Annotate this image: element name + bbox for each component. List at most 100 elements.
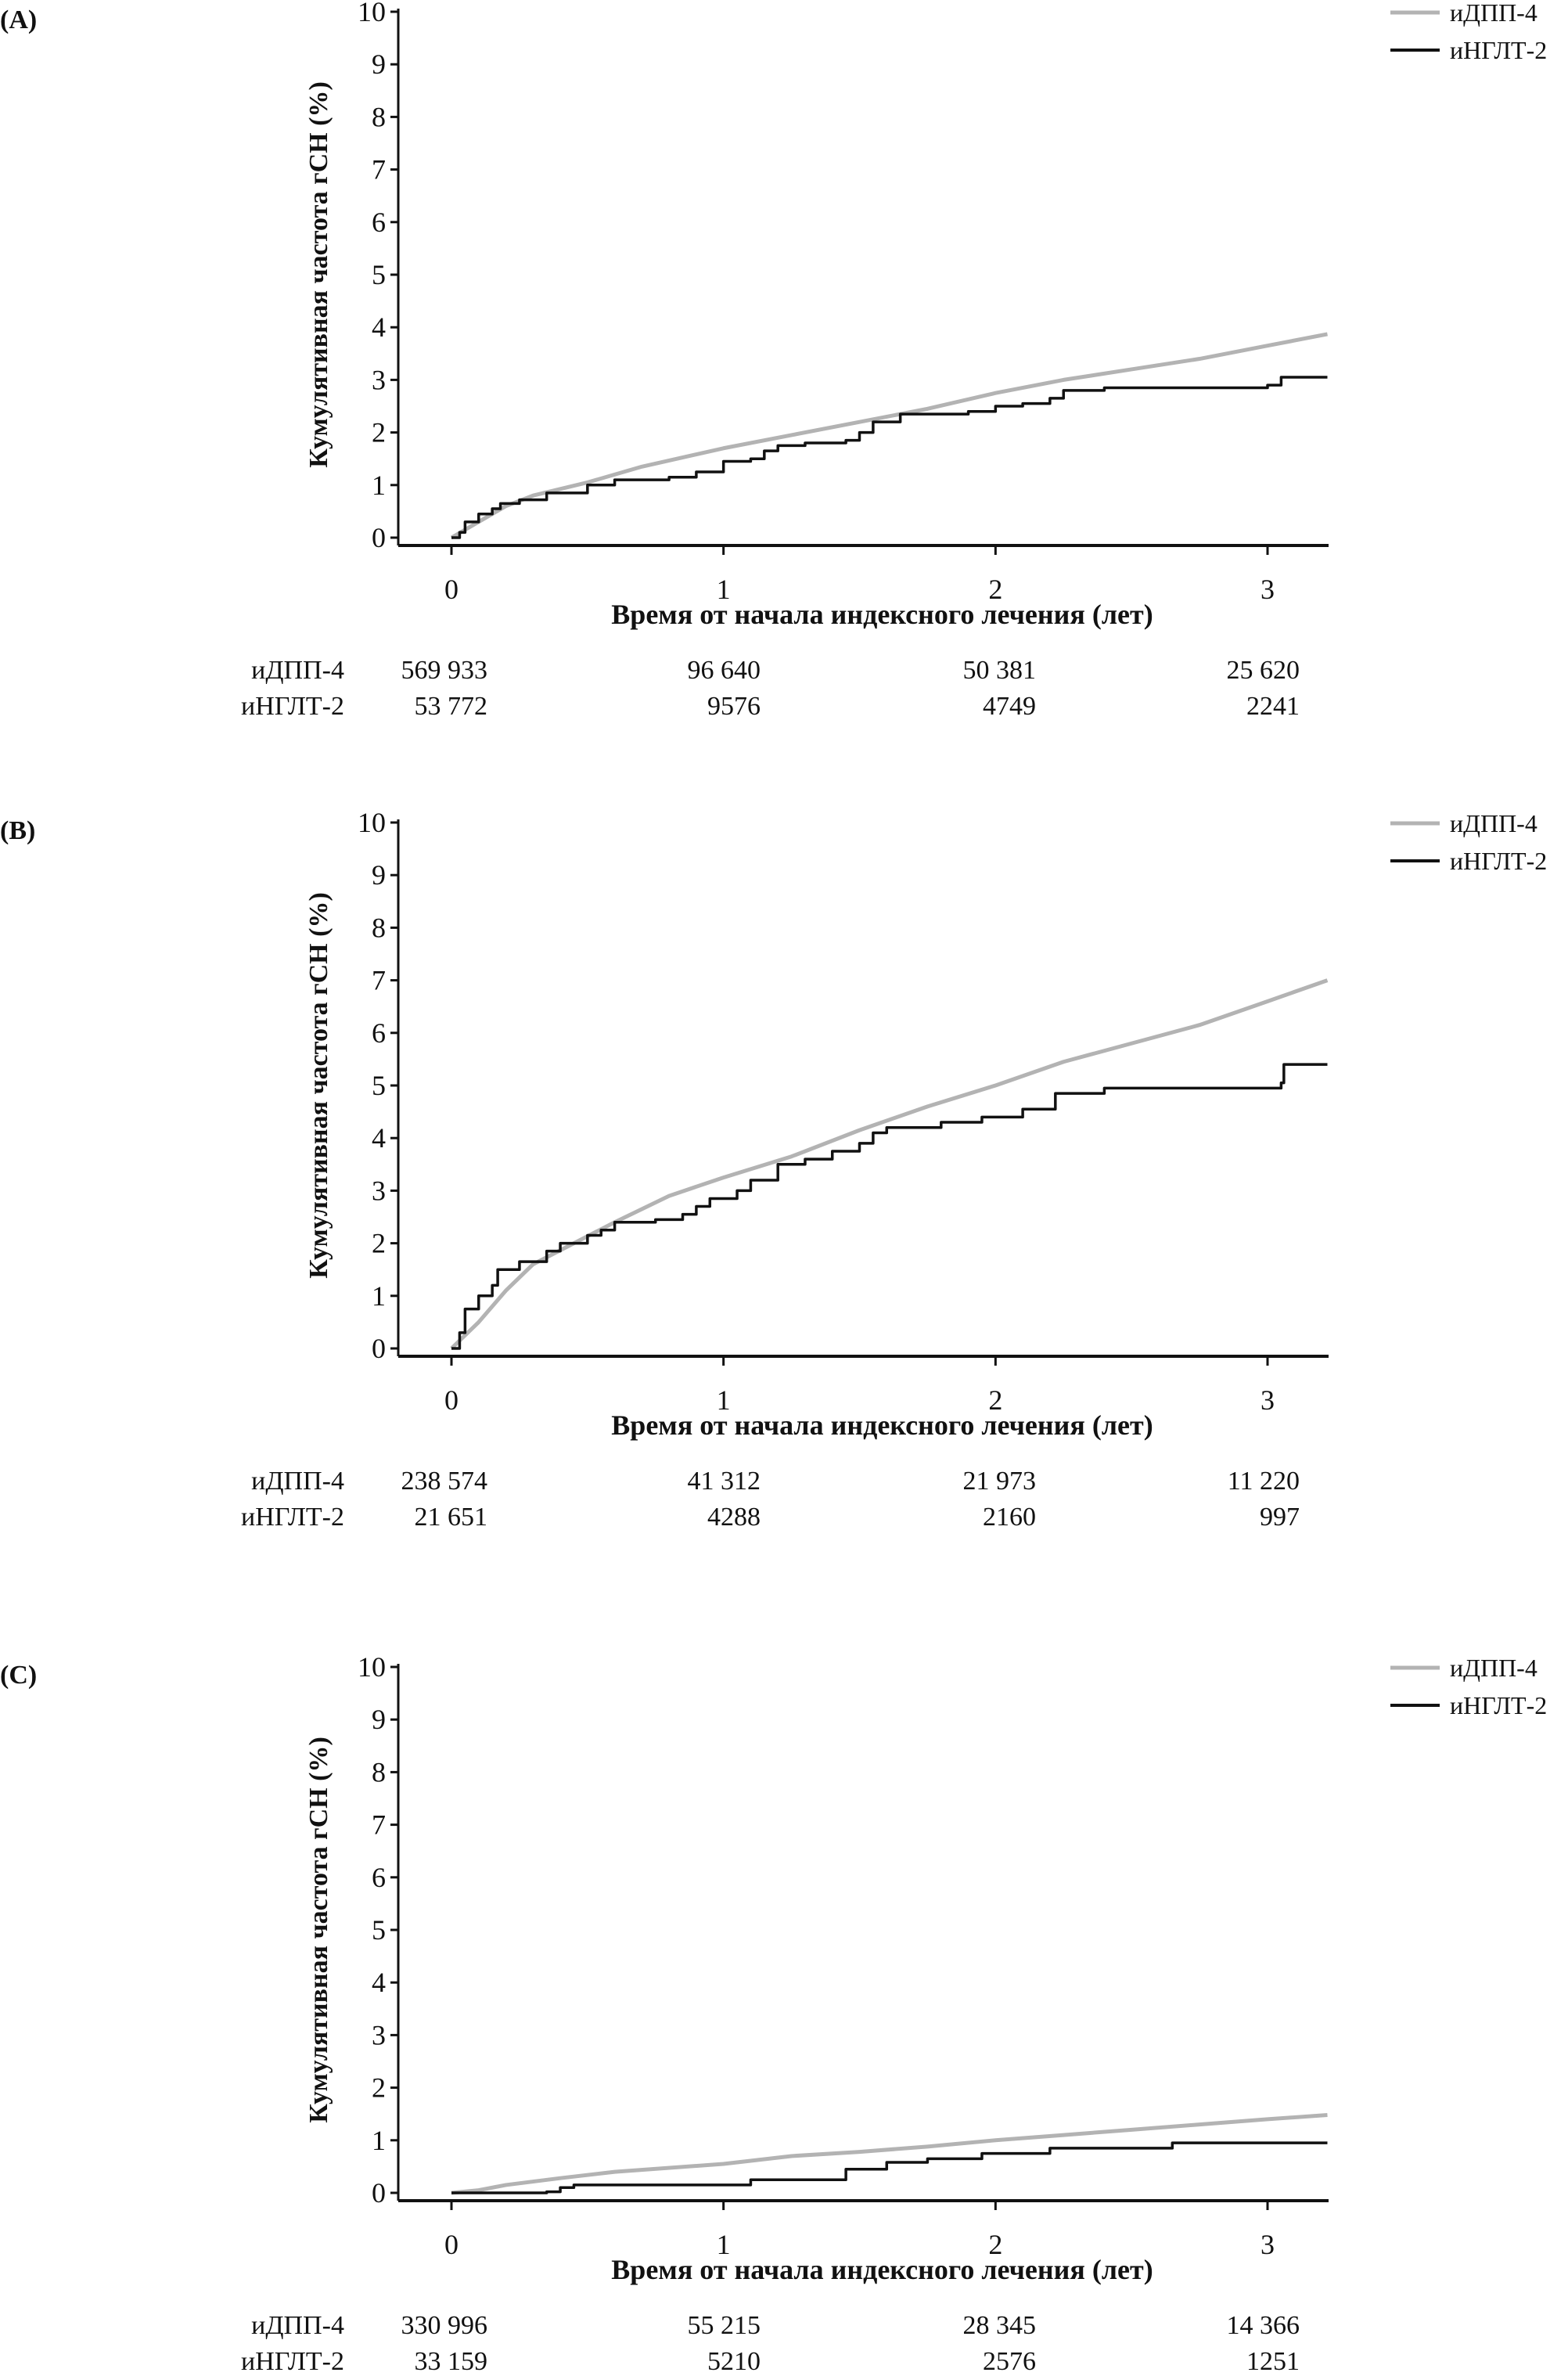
y-axis-title: Кумулятивная частота гСН (%) [304,892,333,1279]
risk-value: 50 381 [963,656,1037,685]
chart-panel: (C) 0 1 2 3 4 5 6 7 8 9 10 0 1 2 3 Время от начала индек… [0,1651,1547,2376]
risk-value: 2160 [983,1503,1036,1532]
y-tick-label: 3 [372,2019,386,2050]
y-tick-label: 0 [372,522,386,553]
y-tick-label: 8 [372,912,386,943]
series-line-sglt2 [451,376,1328,539]
risk-value: 96 640 [688,656,761,685]
y-tick-label: 10 [358,0,386,27]
risk-value: 238 574 [401,1467,488,1496]
risk-value: 25 620 [1227,656,1300,685]
y-tick-label: 10 [358,1651,386,1683]
y-tick-label: 7 [372,965,386,996]
legend-label: иДПП-4 [1450,1654,1537,1682]
risk-row-label: иДПП-4 [251,1467,344,1496]
risk-value: 55 215 [688,2311,761,2340]
y-tick-label: 0 [372,1333,386,1364]
legend-label: иДПП-4 [1450,0,1537,27]
legend-label: иНГЛТ-2 [1450,847,1547,875]
y-tick-label: 9 [372,1704,386,1735]
risk-value: 569 933 [401,656,488,685]
y-tick-label: 8 [372,101,386,132]
series-line-sglt2 [451,2141,1328,2194]
y-tick-label: 3 [372,1175,386,1206]
series-line-sglt2 [451,1063,1328,1350]
risk-value: 11 220 [1228,1467,1300,1496]
y-axis-title: Кумулятивная частота гСН (%) [304,1737,333,2123]
x-tick-label: 2 [988,2229,1002,2260]
x-tick-label: 1 [717,574,731,605]
x-tick-label: 2 [988,1384,1002,1416]
x-tick-label: 0 [444,1384,459,1416]
y-tick-label: 6 [372,1862,386,1893]
x-tick-label: 2 [988,574,1002,605]
risk-value: 4288 [707,1503,761,1532]
x-tick-label: 0 [444,574,459,605]
risk-value: 997 [1260,1503,1300,1532]
x-tick-label: 3 [1261,1384,1275,1416]
risk-value: 14 366 [1227,2311,1300,2340]
y-tick-label: 2 [372,2072,386,2104]
chart-panel: (B) 0 1 2 3 4 5 6 7 8 9 10 0 1 2 3 Время от начала индек… [0,807,1547,1532]
x-tick-label: 3 [1261,2229,1275,2260]
risk-value: 33 159 [415,2347,488,2376]
panel-label: (C) [0,1661,37,1690]
risk-row-label: иДПП-4 [251,656,344,685]
y-tick-label: 1 [372,1280,386,1312]
legend-label: иДПП-4 [1450,809,1537,837]
x-tick-label: 3 [1261,574,1275,605]
risk-value: 21 973 [963,1467,1037,1496]
y-tick-label: 7 [372,154,386,185]
y-tick-label: 7 [372,1809,386,1841]
y-tick-label: 5 [372,1914,386,1946]
y-tick-label: 6 [372,207,386,238]
risk-value: 330 996 [401,2311,488,2340]
panel-label: (A) [0,5,37,34]
y-tick-label: 4 [372,1967,386,1998]
y-tick-label: 2 [372,1228,386,1259]
risk-row-label: иНГЛТ-2 [241,692,344,721]
y-tick-label: 5 [372,259,386,290]
legend-label: иНГЛТ-2 [1450,36,1547,64]
risk-value: 2576 [983,2347,1036,2376]
panel-label: (B) [0,816,35,845]
y-tick-label: 9 [372,49,386,80]
risk-row-label: иДПП-4 [251,2311,344,2340]
series-line-dpp4 [450,332,1328,540]
y-tick-label: 10 [358,807,386,838]
risk-value: 4749 [983,692,1036,721]
x-axis-title: Время от начала индексного лечения (лет) [611,2254,1153,2285]
y-tick-label: 1 [372,470,386,501]
y-tick-label: 3 [372,364,386,395]
risk-value: 41 312 [688,1467,761,1496]
risk-value: 21 651 [415,1503,488,1532]
y-axis-title: Кумулятивная частота гСН (%) [304,81,333,468]
series-line-dpp4 [450,978,1329,1350]
x-axis-title: Время от начала индексного лечения (лет) [611,1409,1153,1441]
x-tick-label: 1 [717,1384,731,1416]
risk-value: 2241 [1246,692,1300,721]
risk-row-label: иНГЛТ-2 [241,2347,344,2376]
risk-value: 9576 [707,692,761,721]
risk-row-label: иНГЛТ-2 [241,1503,344,1532]
x-tick-label: 0 [444,2229,459,2260]
x-tick-label: 1 [717,2229,731,2260]
y-tick-label: 8 [372,1756,386,1787]
y-tick-label: 4 [372,1122,386,1154]
x-axis-title: Время от начала индексного лечения (лет) [611,599,1153,630]
y-tick-label: 0 [372,2177,386,2209]
risk-value: 53 772 [415,692,488,721]
y-tick-label: 5 [372,1070,386,1101]
y-tick-label: 2 [372,417,386,448]
risk-value: 28 345 [963,2311,1037,2340]
risk-value: 5210 [707,2347,761,2376]
series-line-dpp4 [451,2113,1328,2195]
y-tick-label: 9 [372,859,386,891]
risk-value: 1251 [1246,2347,1300,2376]
chart-panel: (A) 0 1 2 3 4 5 6 7 8 9 10 0 1 2 3 Время от начала индек… [0,0,1547,721]
legend-label: иНГЛТ-2 [1450,1691,1547,1719]
y-tick-label: 4 [372,311,386,343]
y-tick-label: 1 [372,2125,386,2156]
y-tick-label: 6 [372,1017,386,1049]
